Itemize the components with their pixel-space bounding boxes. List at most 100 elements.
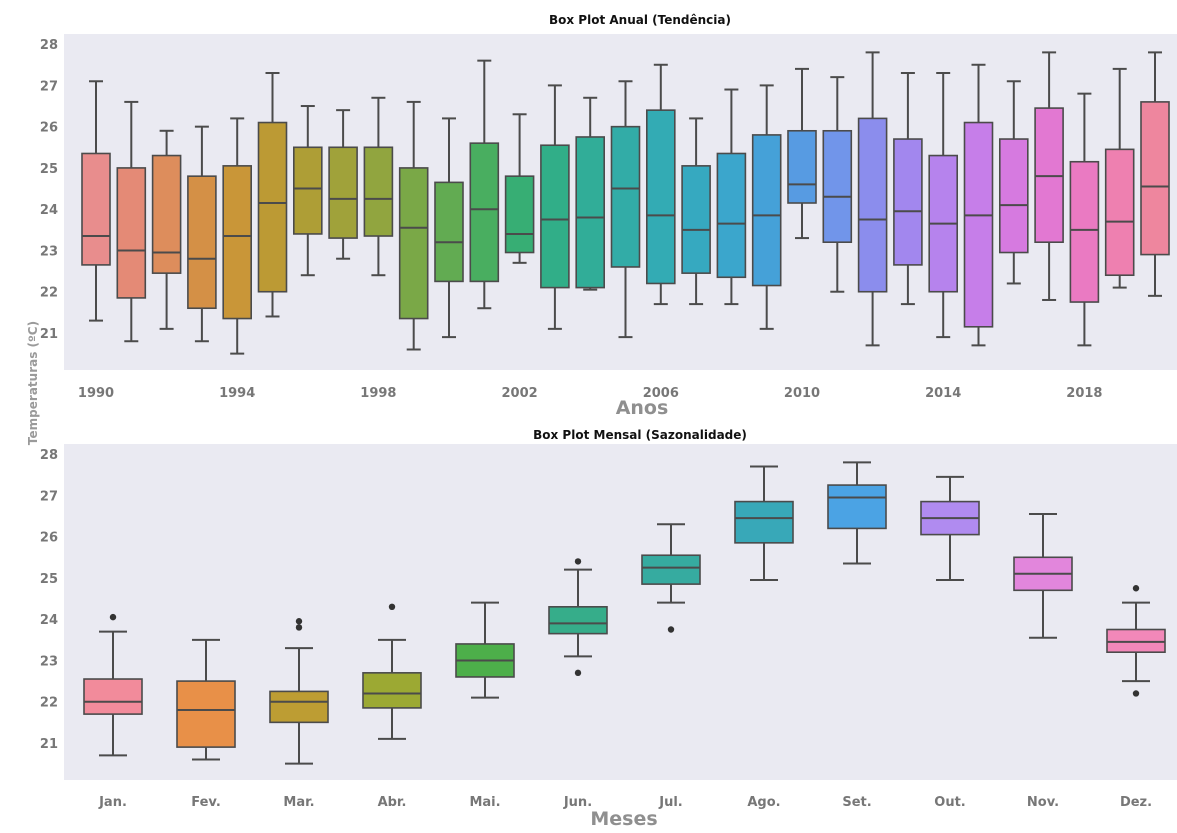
monthly-x-tick-label: Ago. [747,795,780,810]
box-iqr [822,129,853,244]
monthly-y-tick-label: 22 [40,696,58,711]
annual-box-2003 [540,84,570,330]
annual-x-tick-label: 1994 [219,386,255,401]
monthly-box-Ago. [734,465,794,581]
monthly-box-Jul. [641,523,701,633]
monthly-y-tick-label: 25 [40,572,58,587]
annual-box-1994 [222,117,252,355]
box-iqr [998,138,1029,254]
annual-box-2017 [1034,51,1064,301]
box-iqr [434,181,464,283]
annual-box-1991 [116,100,147,343]
box-iqr [176,680,236,748]
annual-y-tick-label: 24 [40,203,58,218]
monthly-x-tick-label: Set. [842,795,871,810]
box-iqr [257,121,288,293]
annual-x-tick-label: 2014 [925,386,961,401]
outlier-point [109,613,117,621]
outlier-point [295,624,303,631]
box-iqr [116,167,147,299]
monthly-box-Abr. [362,603,422,740]
monthly-y-tick-label: 21 [40,737,58,752]
monthly-x-tick-label: Mai. [469,795,500,810]
annual-box-1995 [257,72,288,318]
annual-box-2008 [716,88,747,306]
annual-box-1996 [292,105,323,277]
annual-box-2019 [1104,67,1135,289]
annual-y-tick-label: 25 [40,162,58,177]
annual-box-2010 [787,67,817,240]
monthly-x-tick-label: Jun. [563,795,592,810]
outlier-point [574,669,582,677]
box-iqr [1104,148,1135,277]
monthly-box-Fev. [176,638,236,761]
box-iqr [787,129,817,204]
annual-box-2016 [998,80,1029,285]
box-iqr [222,165,252,320]
monthly-x-tick-label: Dez. [1120,795,1152,810]
annual-box-2012 [857,51,888,347]
monthly-box-Mar. [269,618,329,765]
monthly-x-tick-label: Mar. [283,795,314,810]
monthly-box-Mai. [455,601,515,699]
box-iqr [469,142,500,283]
annual-box-2002 [504,113,535,264]
box-iqr [328,146,358,239]
monthly-x-axis-title: Meses [590,808,657,830]
annual-boxes [81,51,1170,355]
box-iqr [827,484,887,530]
monthly-x-tick-label: Abr. [378,795,407,810]
monthly-y-ticks: 21 22 23 24 25 26 27 28 [40,448,58,752]
annual-box-2014 [928,72,959,339]
annual-y-tick-label: 22 [40,286,58,301]
annual-y-tick-label: 27 [40,79,58,94]
box-iqr [857,117,888,293]
annual-y-tick-label: 21 [40,327,58,342]
annual-box-1997 [328,109,358,260]
annual-y-tick-label: 28 [40,38,58,53]
monthly-box-Dez. [1106,585,1166,697]
monthly-x-tick-label: Jul. [658,795,683,810]
annual-box-2007 [681,117,711,306]
shared-y-axis-label: Temperaturas (ºC) [26,321,40,445]
annual-box-2018 [1069,92,1100,347]
annual-x-axis-title: Anos [616,397,669,419]
annual-x-tick-label: 2002 [502,386,538,401]
box-iqr [363,146,394,237]
monthly-x-tick-label: Jan. [98,795,127,810]
box-iqr [269,690,329,724]
box-iqr [1069,160,1100,303]
outlier-point [667,626,675,633]
monthly-x-ticks: Jan. Fev. Mar. Abr. Mai. Jun. Jul. Ago. Set. Out.… [98,795,1152,810]
box-iqr [83,678,143,715]
box-iqr [548,606,608,635]
monthly-chart-title: Box Plot Mensal (Sazonalidade) [533,428,747,442]
annual-box-2020 [1140,51,1170,297]
annual-boxplot-panel: Box Plot Anual (Tendência) 2122232425262… [40,13,1177,419]
outlier-point [1132,690,1140,697]
annual-y-tick-label: 23 [40,244,58,259]
outlier-point [574,558,582,565]
box-iqr [504,175,535,254]
annual-box-2013 [893,72,923,306]
box-iqr [1140,101,1170,256]
annual-box-1998 [363,96,394,277]
monthly-boxes [83,461,1166,765]
annual-x-ticks: 1990 1994 1998 2002 2006 2010 2014 2018 [78,386,1103,401]
box-iqr [398,167,429,320]
annual-x-tick-label: 1998 [360,386,396,401]
monthly-y-tick-label: 26 [40,531,58,546]
box-iqr [362,672,422,709]
box-iqr [963,121,994,328]
monthly-x-tick-label: Nov. [1027,795,1059,810]
box-iqr [187,175,217,310]
annual-box-2011 [822,76,853,293]
monthly-y-tick-label: 23 [40,654,58,669]
annual-x-tick-label: 2006 [643,386,679,401]
annual-box-2005 [610,80,641,339]
box-iqr [151,154,182,274]
box-iqr [893,138,923,266]
monthly-plot-area [64,444,1177,780]
box-iqr [716,152,747,279]
